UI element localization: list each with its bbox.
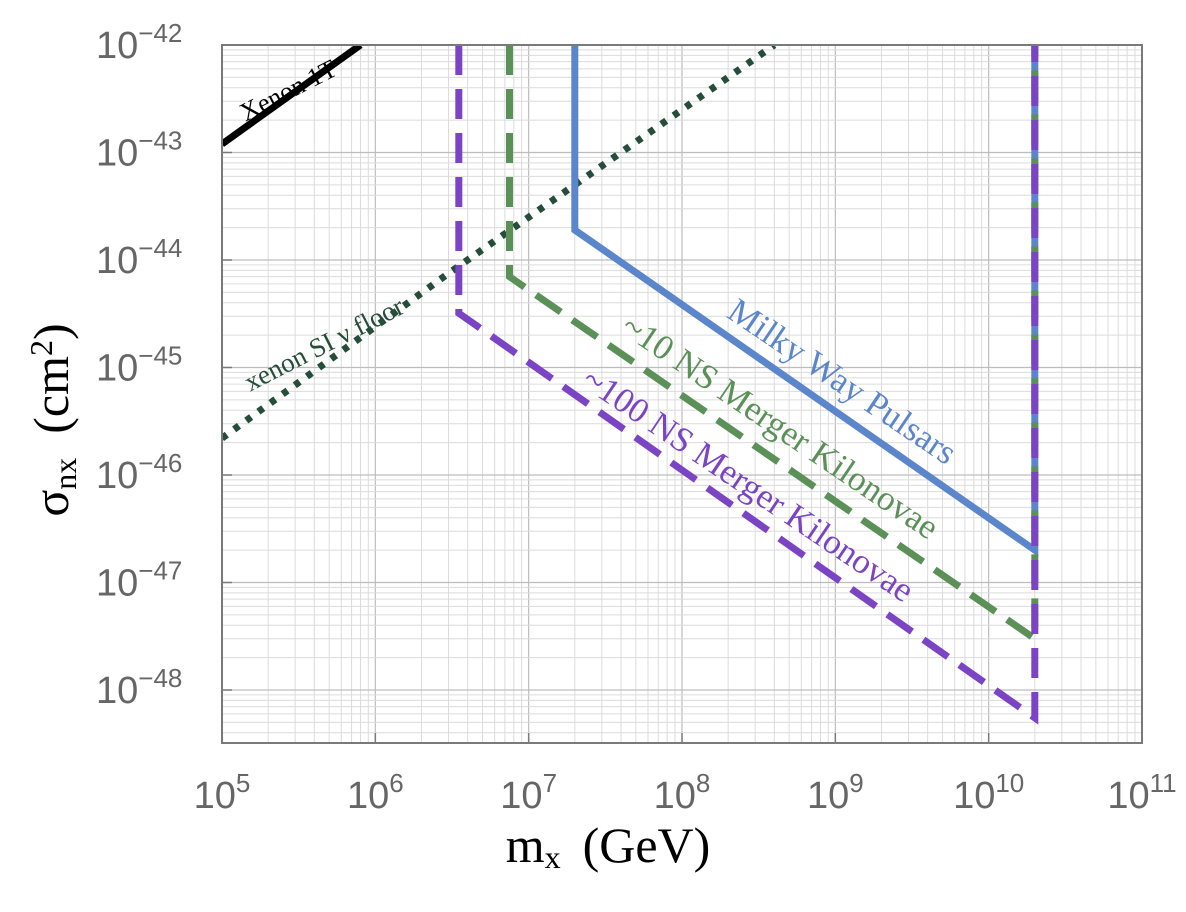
y-axis-title-unit: (cm [23, 356, 79, 434]
series-line-0 [222, 45, 363, 147]
x-tick-label: 108 [654, 768, 711, 817]
y-tick-label: 10−48 [96, 663, 182, 712]
y-axis-title-sub: nx [47, 458, 83, 490]
x-tick-label: 105 [194, 768, 251, 817]
x-axis-title-unit: (GeV) [583, 817, 711, 873]
grid [221, 45, 1142, 743]
x-tick-label: 106 [347, 768, 404, 817]
series-line-4 [455, 45, 1039, 725]
y-tick-label: 10−44 [96, 233, 182, 282]
y-tick-label: 10−43 [96, 126, 182, 175]
ticks: 105 106 107 108 109 1010 1011 10−42 10−43 10−44 10… [96, 18, 1177, 817]
x-tick-label: 109 [807, 768, 864, 817]
y-tick-label: 10−47 [96, 556, 182, 605]
y-tick-label: 10−46 [96, 448, 182, 497]
x-axis-title: mx (GeV) [506, 817, 711, 875]
curves [222, 45, 1039, 725]
y-axis-title: σnx (cm2) [23, 323, 83, 516]
y-axis-title-main: σ [23, 490, 79, 517]
x-tick-label: 107 [500, 768, 557, 817]
y-tick-label: 10−45 [96, 341, 182, 390]
y-axis-title-unit-sup: 2 [23, 340, 59, 356]
x-axis-title-main: m [506, 817, 545, 873]
y-tick-label: 10−42 [96, 18, 182, 67]
x-axis-title-sub: x [545, 839, 561, 875]
x-tick-label: 1011 [1107, 768, 1176, 817]
series-line-1 [222, 45, 777, 442]
x-tick-label: 1010 [953, 768, 1024, 817]
y-axis-title-unit-end: ) [23, 323, 79, 340]
